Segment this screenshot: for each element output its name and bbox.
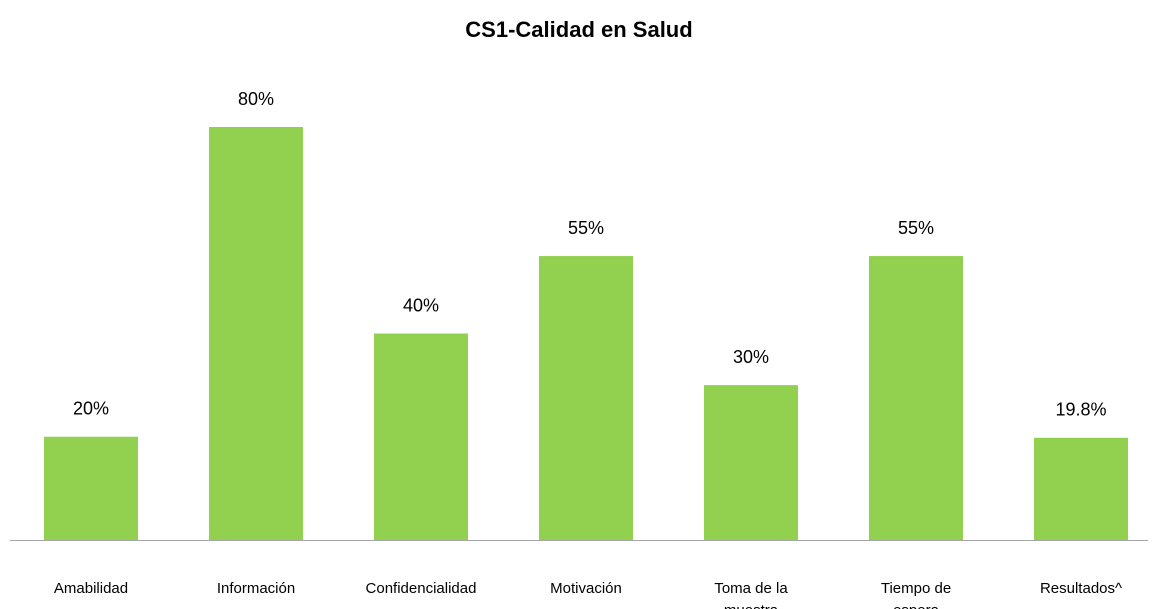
x-tick-label: Amabilidad bbox=[53, 580, 129, 597]
chart-title: CS1-Calidad en Salud bbox=[465, 17, 692, 42]
x-tick-label: Tiempo de espera bbox=[880, 580, 952, 609]
data-label: 30% bbox=[733, 347, 769, 367]
data-label: 19.8% bbox=[1055, 400, 1106, 420]
x-tick-label: Motivación bbox=[550, 580, 622, 597]
bar bbox=[869, 256, 963, 540]
bar bbox=[44, 436, 138, 540]
data-label: 40% bbox=[403, 295, 439, 315]
bar bbox=[209, 127, 303, 540]
data-label: 80% bbox=[238, 89, 274, 109]
x-tick-label: Confidencialidad bbox=[365, 580, 477, 597]
bar bbox=[374, 333, 468, 540]
data-label: 55% bbox=[898, 218, 934, 238]
x-tick-label: Resultados^ bbox=[1039, 580, 1123, 597]
x-tick-label: Toma de la muestra bbox=[714, 580, 788, 609]
x-tick-label: Información bbox=[216, 580, 296, 597]
bar bbox=[1034, 437, 1128, 540]
data-label: 20% bbox=[73, 399, 109, 419]
data-label: 55% bbox=[568, 218, 604, 238]
bar bbox=[704, 385, 798, 540]
bar bbox=[539, 256, 633, 540]
